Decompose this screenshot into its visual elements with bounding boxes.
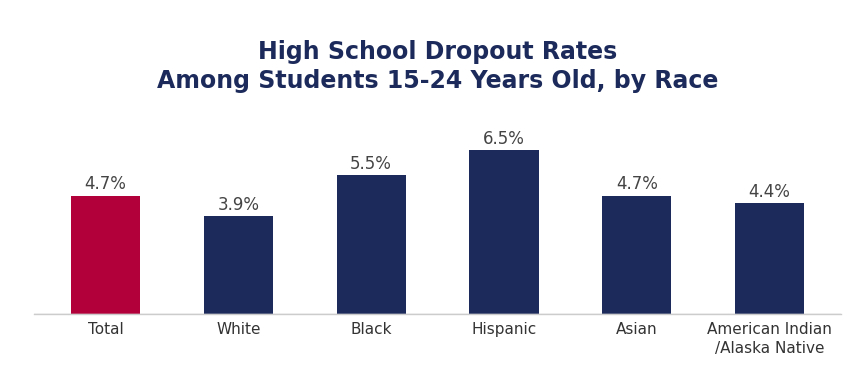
Title: High School Dropout Rates
Among Students 15-24 Years Old, by Race: High School Dropout Rates Among Students… xyxy=(157,40,718,93)
Bar xyxy=(602,195,671,314)
Bar xyxy=(469,150,539,314)
Text: 6.5%: 6.5% xyxy=(483,130,525,148)
Text: 4.7%: 4.7% xyxy=(616,175,658,193)
Bar xyxy=(336,175,406,314)
Text: 5.5%: 5.5% xyxy=(350,155,392,173)
Text: 4.4%: 4.4% xyxy=(749,183,790,201)
Bar xyxy=(71,195,140,314)
Text: 4.7%: 4.7% xyxy=(85,175,126,193)
Bar xyxy=(735,203,804,314)
Bar xyxy=(204,216,273,314)
Text: 3.9%: 3.9% xyxy=(217,196,259,214)
